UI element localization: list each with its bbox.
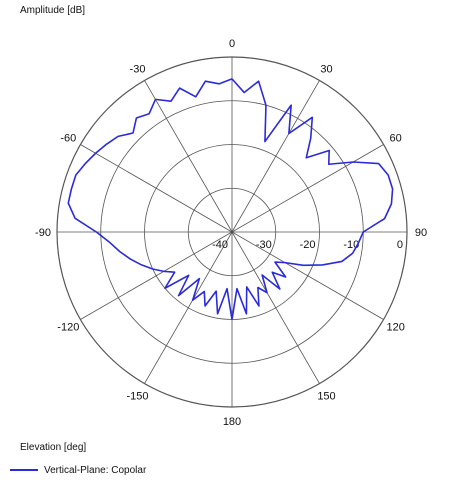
angle-tick-labels: 0 -30 -60 -90 -120 -150 180 150 120 90 60 30 [35,38,427,428]
series-group [67,78,394,321]
angle-tick-label: -30 [130,63,146,75]
r-tick-label: -20 [300,239,316,251]
angle-tick-label: -90 [35,227,51,239]
grid-spoke [231,231,384,320]
radial-tick-labels: -40 -30 -20 -10 0 [212,239,403,251]
angle-tick-label: 0 [229,38,235,50]
r-tick-label: 0 [397,239,403,251]
grid-spoke [80,231,233,320]
grid-spoke [231,231,320,384]
legend: Vertical-Plane: Copolar [10,463,146,477]
angle-tick-label: -60 [60,133,76,145]
legend-entry: Vertical-Plane: Copolar [44,464,147,476]
angle-tick-label: 90 [415,227,427,239]
legend-swatch [10,469,38,471]
grid-spoke [231,144,384,233]
angle-tick-label: 150 [317,391,335,403]
grid-spoke [144,80,233,233]
x-axis-label: Elevation [deg] [20,442,87,453]
angle-tick-label: 180 [223,416,241,428]
angle-tick-label: 30 [320,63,332,75]
grid-spoke [231,80,320,233]
y-axis-label: Amplitude [dB] [20,5,86,16]
r-tick-label: -30 [256,239,272,251]
angle-tick-label: 60 [390,133,402,145]
grid-spoke [144,231,233,384]
angle-tick-label: -150 [126,391,148,403]
r-tick-label: -40 [212,239,228,251]
grid-spoke [80,144,233,233]
angle-tick-label: 120 [386,322,404,334]
polar-grid [56,56,408,408]
series-line [67,78,394,321]
angle-tick-label: -120 [57,322,79,334]
